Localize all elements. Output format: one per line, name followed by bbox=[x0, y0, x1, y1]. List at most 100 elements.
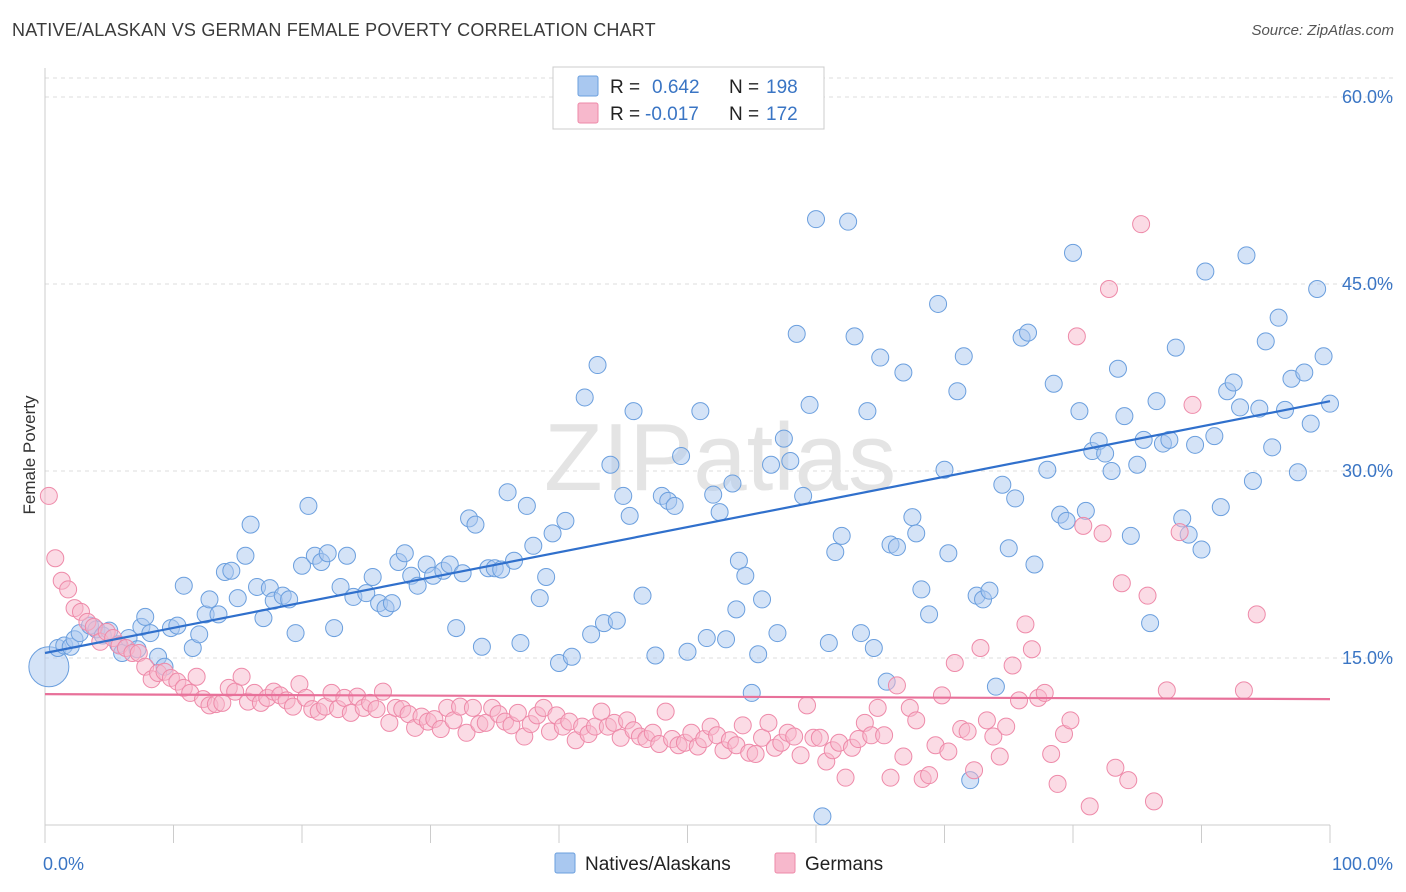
germans-point bbox=[284, 697, 303, 716]
germans-point bbox=[457, 723, 476, 742]
germans-point bbox=[1183, 395, 1202, 414]
natives-point bbox=[935, 460, 954, 479]
germans-point bbox=[1022, 640, 1041, 659]
natives-point bbox=[299, 496, 318, 515]
natives-point bbox=[742, 683, 761, 702]
natives-point bbox=[1211, 498, 1230, 517]
germans-point bbox=[932, 686, 951, 705]
natives-point bbox=[190, 625, 209, 644]
natives-point bbox=[1288, 463, 1307, 482]
natives-point bbox=[517, 496, 536, 515]
germans-point bbox=[1144, 792, 1163, 811]
germans-point bbox=[836, 768, 855, 787]
natives-point bbox=[646, 646, 665, 665]
natives-point bbox=[363, 567, 382, 586]
germans-r-value: -0.017 bbox=[645, 104, 699, 125]
natives-r-label: R = bbox=[610, 77, 640, 98]
series-legend: Natives/Alaskans Germans bbox=[554, 852, 883, 875]
y-tick-label: 15.0% bbox=[1342, 648, 1393, 668]
natives-point bbox=[498, 483, 517, 502]
natives-point bbox=[948, 382, 967, 401]
axes bbox=[44, 68, 1331, 843]
natives-point bbox=[903, 508, 922, 527]
natives-point bbox=[858, 402, 877, 421]
natives-point bbox=[1250, 399, 1269, 418]
natives-point bbox=[1115, 407, 1134, 426]
germans-n-value: 172 bbox=[766, 104, 798, 125]
natives-point bbox=[717, 630, 736, 649]
natives-point bbox=[1308, 279, 1327, 298]
germans-point bbox=[1016, 615, 1035, 634]
natives-point bbox=[845, 327, 864, 346]
natives-point bbox=[1102, 462, 1121, 480]
natives-points bbox=[28, 210, 1339, 826]
natives-point bbox=[1070, 402, 1089, 421]
natives-point bbox=[672, 447, 691, 466]
natives-point bbox=[762, 455, 781, 474]
natives-point bbox=[986, 677, 1005, 696]
natives-point bbox=[395, 544, 414, 563]
natives-point bbox=[894, 363, 913, 382]
natives-r-value: 0.642 bbox=[652, 77, 700, 98]
natives-point bbox=[781, 452, 800, 471]
y-tick-label: 60.0% bbox=[1342, 87, 1393, 107]
natives-point bbox=[704, 485, 723, 504]
germans-point bbox=[1119, 771, 1138, 790]
natives-point bbox=[864, 639, 883, 658]
germans-point bbox=[746, 744, 765, 763]
natives-point bbox=[325, 619, 344, 638]
natives-point bbox=[601, 455, 620, 474]
natives-point bbox=[382, 594, 401, 613]
germans-point bbox=[907, 711, 926, 730]
natives-point bbox=[1025, 555, 1044, 574]
x-tick-label: 100.0% bbox=[1332, 854, 1393, 874]
germans-point bbox=[1138, 586, 1157, 605]
germans-point bbox=[971, 639, 990, 658]
chart-source: Source: ZipAtlas.com bbox=[1251, 22, 1394, 39]
natives-point bbox=[1147, 392, 1166, 411]
germans-point bbox=[367, 700, 386, 719]
germans-point bbox=[187, 667, 206, 686]
natives-point bbox=[1205, 427, 1224, 446]
y-axis-title: Female Poverty bbox=[20, 395, 39, 515]
natives-point bbox=[620, 506, 639, 525]
germans-point bbox=[1093, 524, 1112, 543]
natives-point bbox=[1224, 373, 1243, 392]
natives-point bbox=[954, 347, 973, 366]
natives-point bbox=[286, 624, 305, 643]
natives-point bbox=[241, 515, 260, 534]
tick-labels: 15.0% 30.0% 45.0% 60.0% 0.0% 100.0% bbox=[43, 87, 1393, 874]
germans-point bbox=[733, 716, 752, 735]
natives-trend-line bbox=[44, 400, 1331, 655]
germans-point bbox=[977, 711, 996, 730]
natives-series-label: Natives/Alaskans bbox=[585, 854, 731, 875]
germans-point bbox=[875, 726, 894, 745]
germans-point bbox=[1234, 681, 1253, 700]
natives-point bbox=[1243, 471, 1262, 490]
germans-point bbox=[1170, 523, 1189, 542]
natives-point bbox=[871, 348, 890, 367]
natives-point bbox=[228, 589, 247, 608]
natives-point bbox=[318, 544, 337, 563]
natives-point bbox=[1263, 438, 1282, 457]
natives-point bbox=[222, 561, 241, 580]
natives-point bbox=[851, 624, 870, 643]
germans-trend-line bbox=[44, 693, 1331, 701]
natives-point bbox=[929, 294, 948, 313]
natives-point bbox=[999, 539, 1018, 558]
trend-lines bbox=[44, 400, 1331, 701]
natives-point bbox=[1192, 540, 1211, 559]
natives-n-label: N = bbox=[729, 77, 759, 98]
germans-point bbox=[958, 722, 977, 741]
germans-point bbox=[965, 761, 984, 780]
natives-point bbox=[993, 475, 1012, 494]
natives-point bbox=[1038, 460, 1057, 479]
natives-point bbox=[624, 402, 643, 421]
natives-point bbox=[665, 496, 684, 515]
natives-point bbox=[607, 611, 626, 630]
germans-point bbox=[1132, 215, 1151, 234]
natives-point bbox=[136, 607, 155, 626]
natives-point bbox=[1314, 347, 1333, 366]
natives-legend-swatch bbox=[577, 75, 599, 97]
